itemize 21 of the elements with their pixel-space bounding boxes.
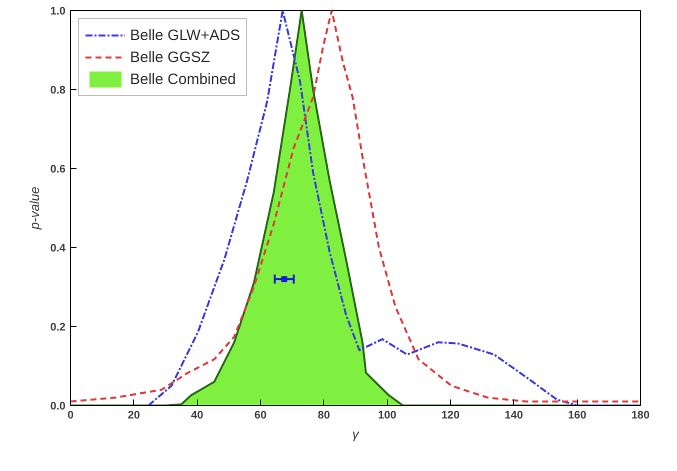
- legend-label: Belle GLW+ADS: [130, 26, 240, 44]
- y-tick-label: 0.8: [50, 84, 66, 96]
- x-tick-label: 60: [254, 410, 267, 422]
- legend-label: Belle GGSZ: [130, 48, 210, 66]
- x-tick-label: 160: [568, 410, 586, 422]
- y-tick-label: 0.6: [50, 164, 66, 176]
- y-tick-label: 0.0: [50, 400, 66, 412]
- x-tick-label: 20: [128, 410, 140, 422]
- x-tick-label: 0: [67, 410, 74, 422]
- x-tick-label: 80: [318, 410, 330, 422]
- x-axis-title: γ: [352, 426, 360, 442]
- x-tick-label: 120: [441, 410, 460, 422]
- y-tick-label: 0.4: [50, 242, 66, 254]
- x-tick-label: 40: [191, 410, 204, 422]
- y-tick-label: 0.2: [50, 322, 66, 334]
- x-tick-label: 180: [631, 410, 650, 422]
- x-tick-label: 100: [378, 410, 396, 422]
- y-axis-title: p-value: [27, 186, 42, 230]
- x-tick-label: 140: [504, 410, 524, 422]
- legend-label: Belle Combined: [130, 70, 236, 88]
- y-tick-label: 1.0: [50, 6, 66, 18]
